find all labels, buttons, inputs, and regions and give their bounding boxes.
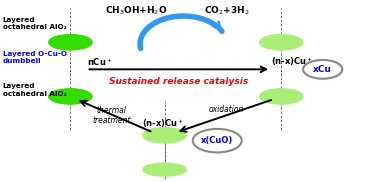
Text: Layered
octahedral AlO₂: Layered octahedral AlO₂ [3, 83, 66, 97]
Text: (n-x)Cu$^+$: (n-x)Cu$^+$ [142, 117, 184, 130]
Ellipse shape [143, 128, 186, 143]
Ellipse shape [143, 163, 186, 176]
Text: Layered
octahedral AlO₂: Layered octahedral AlO₂ [3, 17, 66, 30]
Text: CH$_3$OH+H$_2$O: CH$_3$OH+H$_2$O [105, 4, 167, 17]
Text: nCu$^+$: nCu$^+$ [87, 56, 112, 68]
Text: Layered O-Cu-O
dumbbell: Layered O-Cu-O dumbbell [3, 51, 67, 64]
Text: (n-x)Cu$^+$: (n-x)Cu$^+$ [271, 55, 313, 68]
Text: thermal
treatment: thermal treatment [93, 106, 131, 125]
Ellipse shape [260, 35, 303, 50]
Text: xCu: xCu [313, 65, 332, 74]
Text: oxidation: oxidation [209, 105, 244, 114]
Text: CO$_2$+3H$_2$: CO$_2$+3H$_2$ [204, 4, 249, 17]
Text: x(CuO): x(CuO) [201, 136, 233, 145]
Ellipse shape [49, 35, 92, 50]
Ellipse shape [49, 89, 92, 104]
Ellipse shape [260, 89, 303, 104]
Text: Sustained release catalysis: Sustained release catalysis [109, 77, 248, 86]
